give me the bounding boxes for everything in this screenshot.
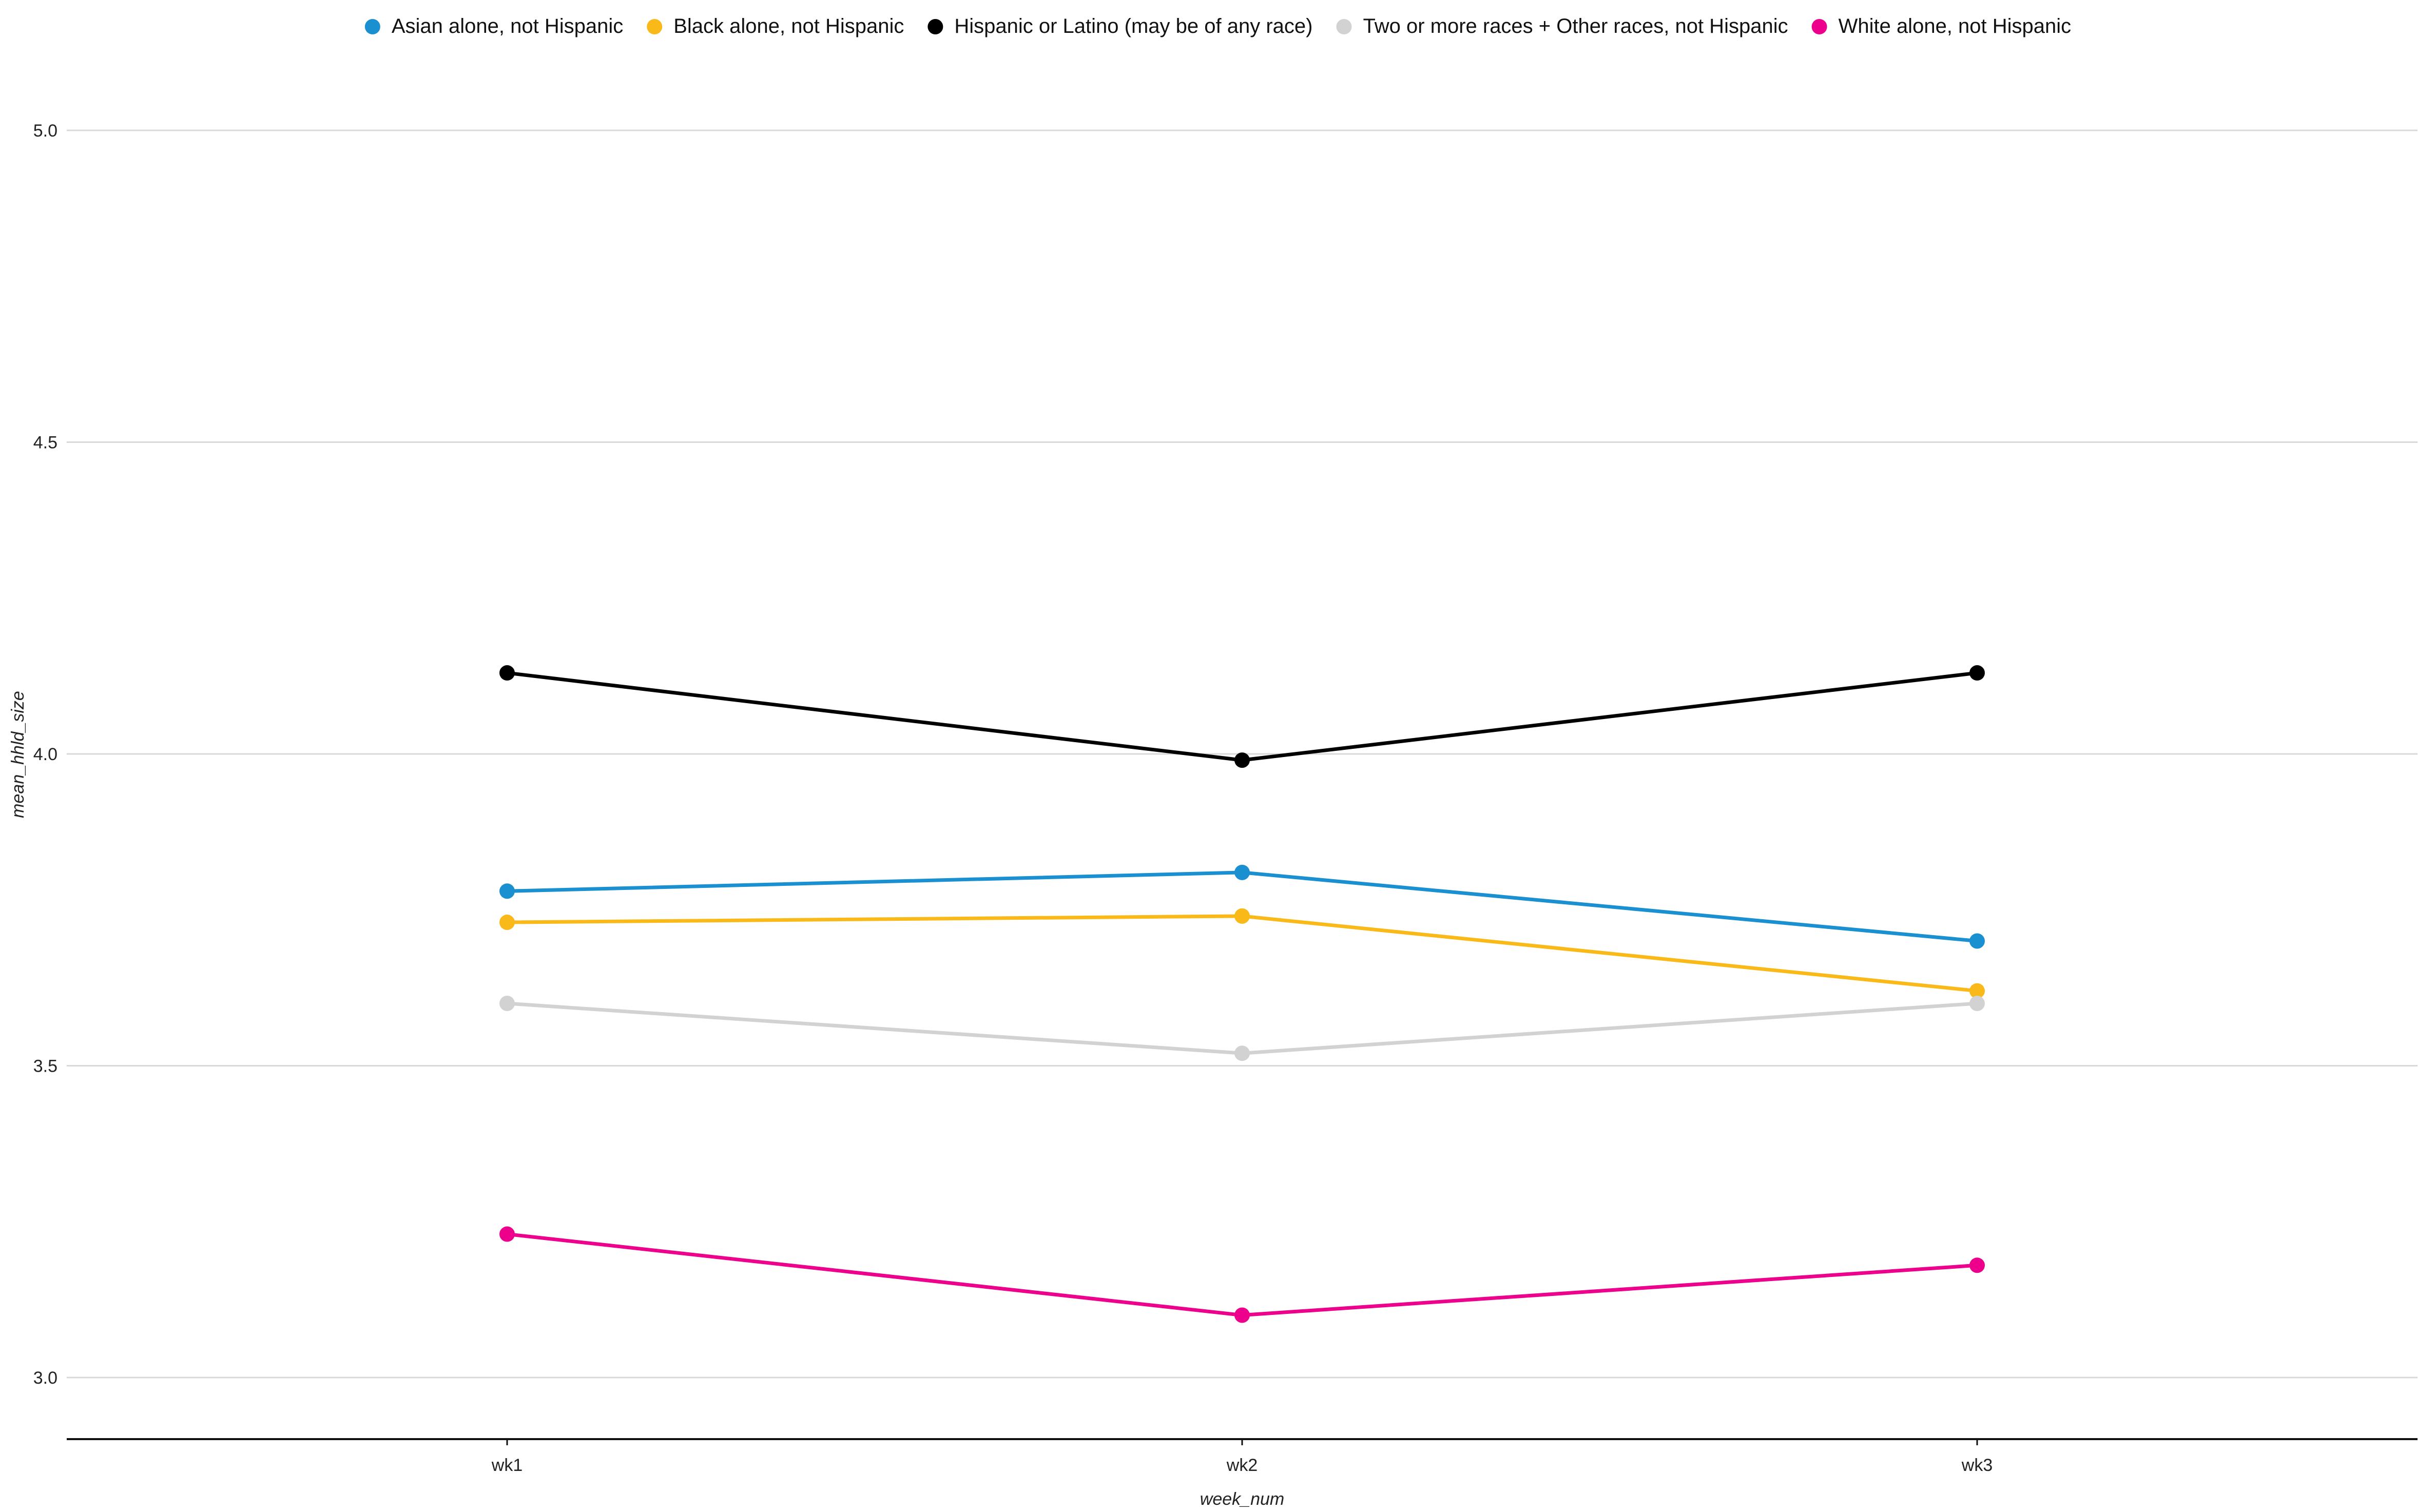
- y-axis-title: mean_hhld_size: [8, 691, 28, 818]
- data-point: [1234, 1045, 1250, 1061]
- legend-item: Hispanic or Latino (may be of any race): [927, 15, 1312, 37]
- x-axis-ticks: wk1 wk2 wk3: [491, 1439, 1993, 1475]
- legend-label: Black alone, not Hispanic: [673, 15, 904, 37]
- data-point: [1969, 933, 1985, 949]
- data-point: [1969, 996, 1985, 1011]
- data-point: [1234, 752, 1250, 768]
- y-tick-label: 3.0: [33, 1368, 57, 1388]
- y-tick-label: 3.5: [33, 1057, 57, 1076]
- data-point: [499, 915, 515, 931]
- series-line: [507, 1232, 1978, 1317]
- legend-label: Hispanic or Latino (may be of any race): [954, 15, 1312, 37]
- data-point: [1969, 665, 1985, 681]
- legend-item: White alone, not Hispanic: [1811, 15, 2072, 37]
- legend-swatch: [1811, 19, 1827, 34]
- legend-item: Black alone, not Hispanic: [647, 15, 904, 37]
- data-point: [1969, 983, 1985, 999]
- data-point: [1969, 1257, 1985, 1273]
- data-point: [499, 665, 515, 681]
- legend: Asian alone, not Hispanic Black alone, no…: [364, 15, 2072, 37]
- x-tick-label: wk2: [1226, 1456, 1258, 1475]
- series-5: [499, 1226, 1985, 1323]
- series-3: [499, 665, 1985, 768]
- series-line: [507, 914, 1978, 993]
- data-point: [1234, 908, 1250, 924]
- x-tick-label: wk1: [491, 1456, 523, 1475]
- series-lines: [499, 665, 1985, 1323]
- x-tick-label: wk3: [1961, 1456, 1993, 1475]
- data-point: [1234, 1307, 1250, 1323]
- series-line: [507, 671, 1978, 762]
- legend-swatch: [364, 19, 380, 34]
- data-point: [499, 1226, 515, 1242]
- legend-swatch: [927, 19, 943, 34]
- legend-label: Two or more races + Other races, not His…: [1363, 15, 1788, 37]
- legend-label: Asian alone, not Hispanic: [392, 15, 623, 37]
- legend-item: Asian alone, not Hispanic: [364, 15, 623, 37]
- legend-label: White alone, not Hispanic: [1839, 15, 2072, 37]
- legend-swatch: [647, 19, 663, 34]
- legend-item: Two or more races + Other races, not His…: [1336, 15, 1788, 37]
- series-line: [507, 870, 1978, 943]
- legend-swatch: [1336, 19, 1352, 34]
- series-1: [499, 864, 1985, 949]
- y-tick-label: 4.5: [33, 433, 57, 453]
- y-tick-label: 5.0: [33, 121, 57, 141]
- x-axis-title: week_num: [1200, 1489, 1284, 1509]
- y-axis-ticks: 3.0 3.5 4.0 4.5 5.0: [33, 121, 57, 1388]
- series-2: [499, 908, 1985, 999]
- series-4: [499, 996, 1985, 1061]
- data-point: [499, 883, 515, 899]
- data-point: [499, 996, 515, 1011]
- data-point: [1234, 864, 1250, 880]
- y-tick-label: 4.0: [33, 745, 57, 764]
